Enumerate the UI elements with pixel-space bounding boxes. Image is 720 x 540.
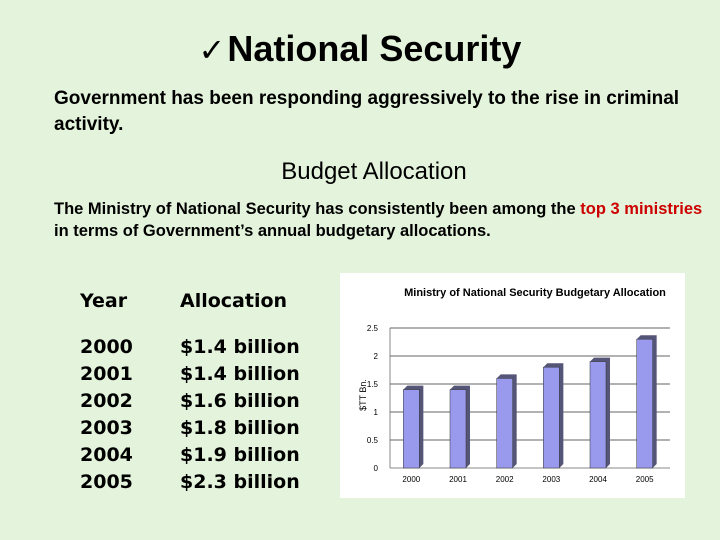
row-year: 2002 — [80, 390, 133, 412]
slide-title: ✓National Security — [0, 28, 720, 70]
checkmark-icon: ✓ — [198, 31, 226, 69]
budget-chart: Ministry of National Security Budgetary … — [340, 273, 685, 498]
intro-text: Government has been responding aggressiv… — [54, 88, 680, 135]
y-tick-label: 0.5 — [367, 436, 379, 445]
row-allocation: $1.9 billion — [180, 444, 300, 466]
para-text-before: The Ministry of National Security has co… — [54, 200, 581, 218]
x-tick-label: 2001 — [449, 475, 467, 484]
bar — [403, 389, 420, 469]
row-year: 2003 — [80, 417, 133, 439]
para-text-after: in terms of Government’s annual budgetar… — [54, 222, 491, 240]
x-tick-label: 2000 — [402, 475, 420, 484]
y-tick-label: 2 — [374, 352, 379, 361]
slide-title-text: National Security — [227, 28, 522, 69]
y-tick-label: 1.5 — [367, 380, 379, 389]
bar — [589, 361, 607, 469]
y-tick-label: 2.5 — [367, 324, 379, 333]
header-allocation: Allocation — [180, 290, 288, 312]
row-allocation: $2.3 billion — [180, 471, 300, 493]
x-tick-label: 2004 — [589, 475, 607, 484]
chart-y-axis-label: $TT Bn. — [358, 379, 368, 411]
bar — [636, 338, 653, 469]
para-highlight: top 3 ministries — [580, 200, 703, 218]
row-year: 2000 — [80, 336, 133, 358]
row-allocation: $1.4 billion — [180, 363, 300, 385]
row-year: 2001 — [80, 363, 133, 385]
row-allocation: $1.6 billion — [180, 390, 300, 412]
budget-allocation-heading: Budget Allocation — [281, 158, 467, 185]
ministry-paragraph: The Ministry of National Security has co… — [54, 198, 704, 242]
row-year: 2004 — [80, 444, 133, 466]
chart-title: Ministry of National Security Budgetary … — [404, 287, 666, 299]
bar — [543, 366, 560, 469]
header-year: Year — [80, 290, 128, 312]
x-tick-label: 2003 — [542, 475, 560, 484]
y-tick-label: 1 — [374, 408, 379, 417]
row-allocation: $1.4 billion — [180, 336, 300, 358]
y-tick-label: 0 — [374, 464, 379, 473]
bar — [496, 378, 513, 469]
row-allocation: $1.8 billion — [180, 417, 300, 439]
row-year: 2005 — [80, 471, 133, 493]
bar — [449, 389, 467, 469]
budget-chart-svg: Ministry of National Security Budgetary … — [358, 287, 670, 484]
x-tick-label: 2005 — [636, 475, 654, 484]
x-tick-label: 2002 — [496, 475, 514, 484]
